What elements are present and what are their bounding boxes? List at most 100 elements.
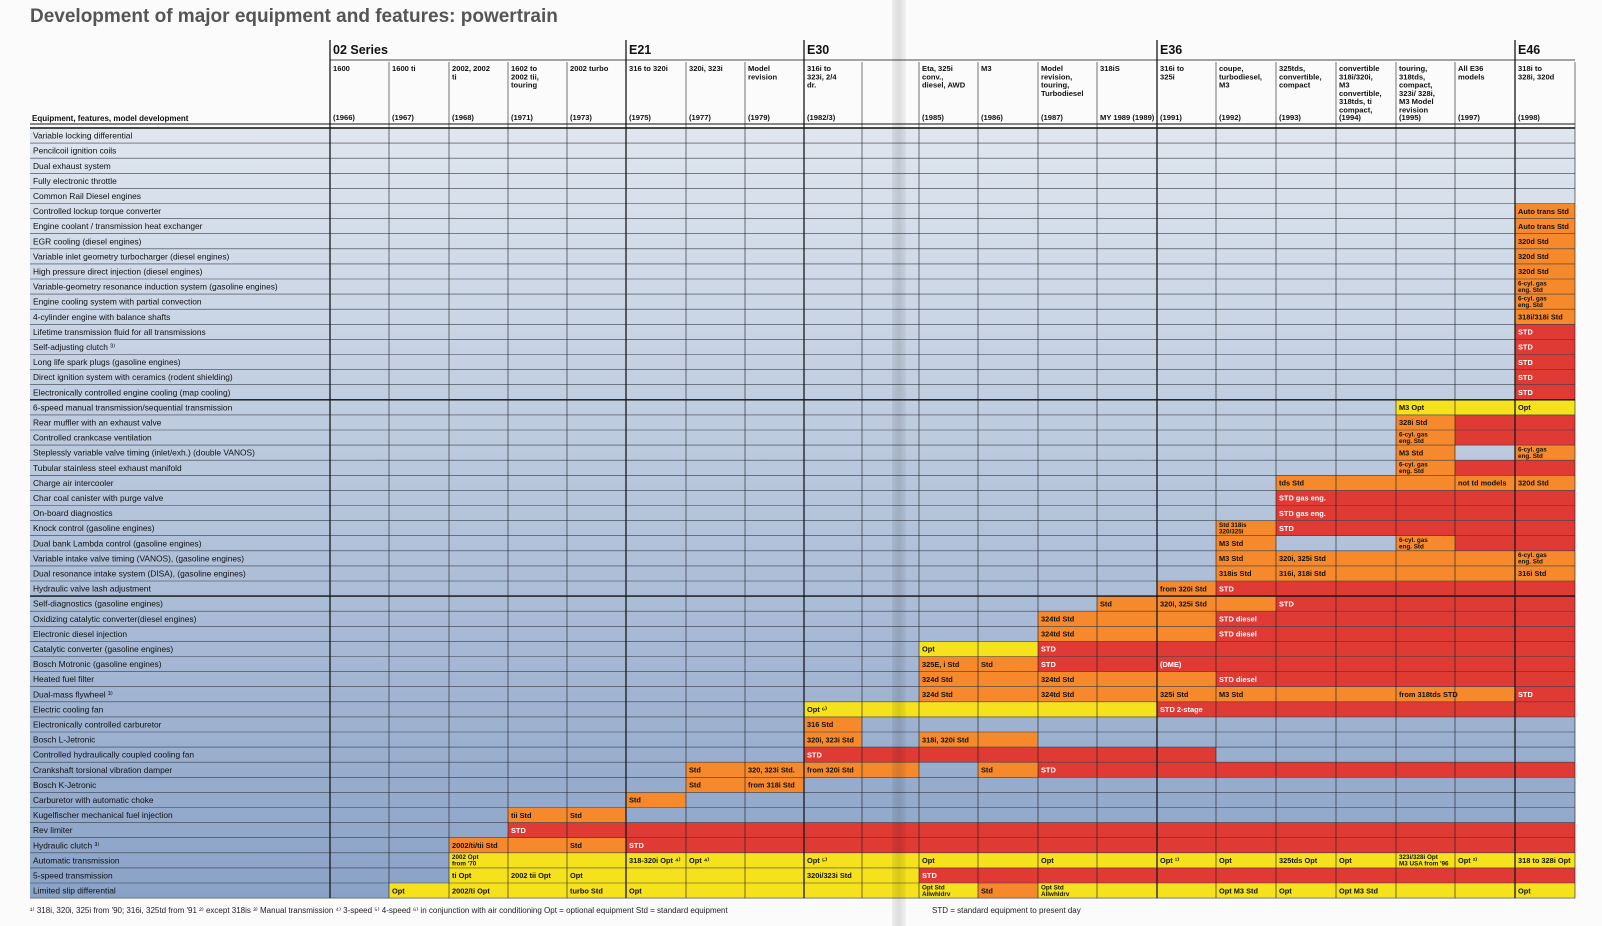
cell-label: eng. Std — [1399, 468, 1424, 475]
cell-label: 324d Std — [922, 690, 953, 699]
cell-opt — [1216, 883, 1276, 899]
cell-label: Std — [629, 796, 641, 805]
cell-label: eng. Std — [1518, 453, 1543, 460]
cell-label: Opt — [922, 856, 935, 865]
model-label: 316i to — [807, 64, 831, 73]
cell-std — [1038, 626, 1216, 642]
cell-label: 320i/323i Std — [807, 871, 852, 880]
cell-std — [1216, 535, 1276, 551]
cell-opt — [449, 852, 626, 868]
cell-opt — [1336, 852, 1396, 868]
model-label: Turbodiesel — [1041, 89, 1083, 98]
feature-label: Variable-geometry resonance induction sy… — [33, 282, 278, 292]
cell-label: 2002/ti/tii Std — [452, 841, 498, 850]
cell-std — [1038, 611, 1216, 627]
cell-std — [919, 656, 978, 672]
model-label: All E36 — [1458, 64, 1483, 73]
cell-label: STD — [1279, 599, 1294, 608]
cell-opt — [1396, 852, 1455, 868]
model-label: 2002, 2002 — [452, 64, 490, 73]
feature-label: Hydraulic valve lash adjustment — [33, 584, 151, 594]
feature-label: Charge air intercooler — [33, 478, 114, 488]
feature-label: Hydraulic clutch ³⁾ — [33, 840, 99, 850]
model-label: M3 — [981, 64, 992, 73]
cell-present — [1515, 384, 1575, 400]
cell-label: 320/325i — [1219, 528, 1244, 535]
cell-label: Std 318is — [1219, 522, 1247, 529]
model-label: Model — [748, 64, 770, 73]
model-label: 316 to 320i — [629, 64, 668, 73]
feature-label: Variable locking differential — [33, 131, 132, 141]
cell-std — [1515, 445, 1575, 461]
cell-label: 325i Std — [1160, 690, 1189, 699]
cell-opt — [1396, 399, 1515, 415]
model-label: Eta, 325i — [922, 64, 953, 73]
model-label: 1600 ti — [392, 64, 416, 73]
cell-std — [1157, 581, 1216, 597]
model-label: 2002 turbo — [570, 64, 609, 73]
cell-label: 324td Std — [1041, 690, 1075, 699]
cell-label: turbo Std — [570, 886, 603, 895]
model-label: 318i/320i, — [1339, 72, 1373, 81]
cell-label: STD — [1041, 645, 1056, 654]
feature-label: Dual-mass flywheel ³⁾ — [33, 689, 113, 699]
feature-label: Pencilcoil ignition coils — [33, 146, 116, 156]
cell-present — [1276, 520, 1575, 536]
cell-opt — [508, 867, 567, 883]
model-label: ti — [452, 72, 457, 81]
cell-opt — [1216, 852, 1276, 868]
cell-label: eng. Std — [1399, 544, 1424, 551]
feature-label: EGR cooling (diesel engines) — [33, 236, 142, 246]
model-label: convertible, — [1339, 89, 1382, 98]
cell-opt — [1515, 399, 1575, 415]
cell-std — [1396, 686, 1515, 702]
feature-label: Controlled crankcase ventilation — [33, 433, 152, 443]
cell-label: Opt M3 Std — [1339, 886, 1378, 895]
cell-label: Opt — [629, 886, 642, 895]
feature-label: Carburetor with automatic choke — [33, 795, 154, 805]
model-label: 316i to — [1160, 64, 1184, 73]
cell-present — [1515, 324, 1575, 340]
feature-label: Controlled lockup torque converter — [33, 206, 161, 216]
cell-present — [1216, 581, 1575, 597]
cell-label: STD — [807, 750, 822, 759]
cell-label: tii Std — [511, 811, 532, 820]
cell-label: STD — [1518, 328, 1533, 337]
footnote-present-day: STD = standard equipment to present day — [932, 906, 1081, 915]
feature-label: Engine cooling system with partial conve… — [33, 297, 202, 307]
model-label: coupe, — [1219, 64, 1243, 73]
feature-label: Oxidizing catalytic converter(diesel eng… — [33, 614, 197, 624]
cell-label: STD 2-stage — [1160, 705, 1203, 714]
cell-std — [1396, 414, 1455, 430]
cell-label: Opt — [922, 645, 935, 654]
cell-opt — [919, 641, 1038, 657]
cell-label: Opt — [1339, 856, 1352, 865]
cell-label: 324td Std — [1041, 675, 1075, 684]
feature-label: Crankshaft torsional vibration damper — [33, 765, 172, 775]
model-label: 328i, 320d — [1518, 72, 1555, 81]
cell-opt — [919, 852, 1038, 868]
cell-std — [745, 777, 804, 793]
cell-present — [1515, 354, 1575, 370]
cell-label: Opt — [1518, 403, 1531, 412]
cell-label: 6-cyl. gas — [1518, 296, 1547, 303]
cell-label: STD — [629, 841, 644, 850]
cell-label: 320d Std — [1518, 237, 1549, 246]
model-label: turbodiesel, — [1219, 72, 1262, 81]
model-label: 320i, 323i — [689, 64, 723, 73]
cell-std — [1455, 475, 1515, 491]
page-title: Development of major equipment and featu… — [30, 6, 558, 27]
cell-opt — [449, 867, 508, 883]
feature-label: Variable inlet geometry turbocharger (di… — [33, 251, 230, 261]
feature-label: 4-cylinder engine with balance shafts — [33, 312, 170, 322]
cell-label: 320d Std — [1518, 267, 1549, 276]
cell-std — [1515, 565, 1575, 581]
cell-label: from 318i Std — [748, 781, 795, 790]
cell-label: Auto trans Std — [1518, 222, 1569, 231]
cell-opt — [1276, 852, 1336, 868]
cell-std — [1515, 248, 1575, 264]
cell-label: Auto trans Std — [1518, 207, 1569, 216]
cell-present — [1276, 596, 1575, 612]
cell-label: STD — [1279, 524, 1294, 533]
cell-label: 320i, 323i Std — [807, 735, 854, 744]
